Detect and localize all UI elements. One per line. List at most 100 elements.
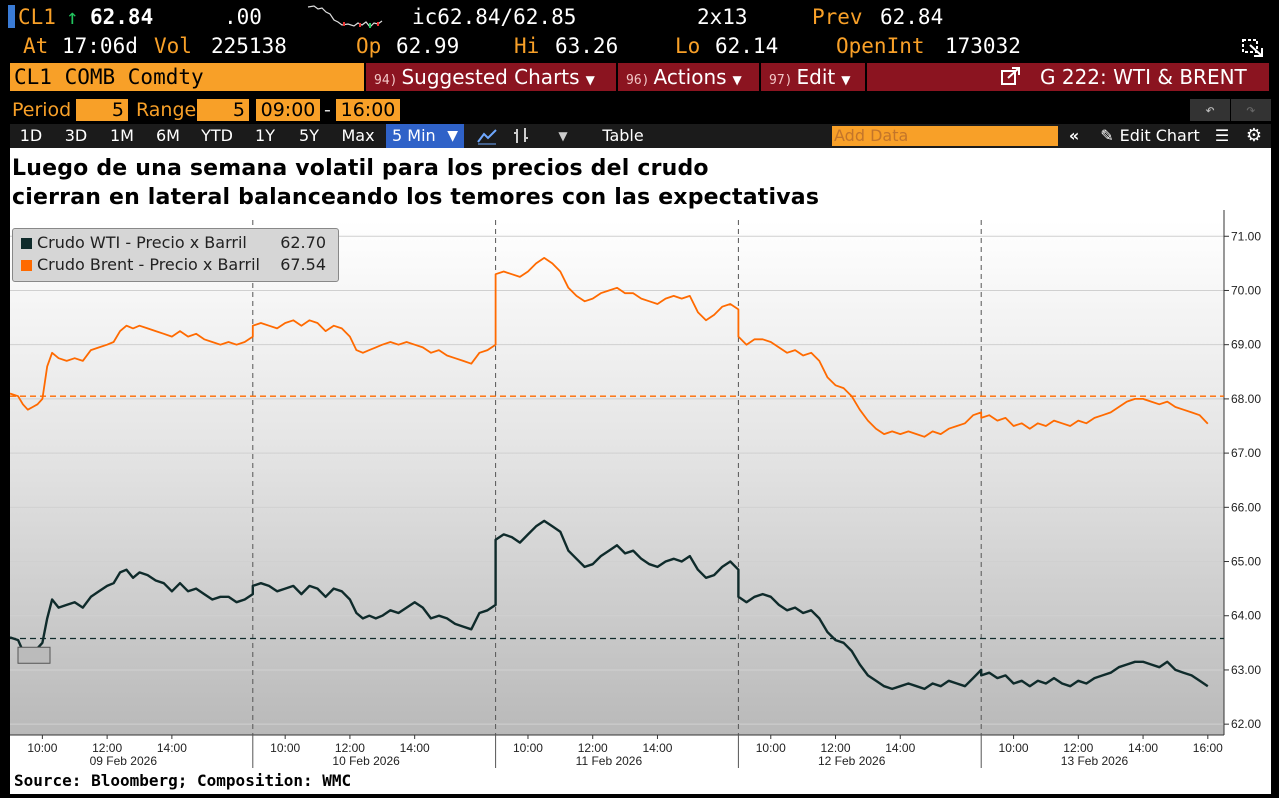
gear-icon[interactable]: ⚙	[1245, 125, 1263, 146]
end-time-field[interactable]: 16:00	[336, 99, 400, 121]
legend-label-brent: Crudo Brent - Precio x Barril	[37, 255, 260, 274]
y-tick-label: 67.00	[1231, 446, 1261, 460]
legend-swatch-wti	[21, 238, 32, 249]
zoom-marker-icon	[17, 646, 51, 664]
table-button[interactable]: Table	[602, 126, 644, 145]
chart-title-line-1: Luego de una semana volatil para los pre…	[12, 156, 709, 181]
legend-value-wti: 62.70	[280, 233, 326, 252]
x-tick-label: 10:00	[27, 741, 57, 755]
ticker[interactable]: CL1	[18, 5, 56, 29]
chevron-down-icon: ▼	[585, 73, 595, 87]
x-day-label: 10 Feb 2026	[332, 754, 400, 768]
x-tick-label: 10:00	[999, 741, 1029, 755]
chart-title: Luego de una semana volatil para los pre…	[12, 154, 819, 212]
x-tick-label: 12:00	[578, 741, 608, 755]
edit-chart-label: Edit Chart	[1119, 126, 1200, 145]
range-3d-button[interactable]: 3D	[64, 126, 88, 145]
low-value: 62.14	[715, 34, 779, 58]
x-axis-background	[10, 735, 1224, 768]
y-tick-label: 68.00	[1231, 392, 1261, 406]
legend-item-brent[interactable]: Crudo Brent - Precio x Barril 67.54	[21, 255, 332, 275]
range-1y-button[interactable]: 1Y	[255, 126, 275, 145]
chart-toolbar: 1D 3D 1M 6M YTD 1Y 5Y Max 5 Min ▼ ▼ Table…	[10, 124, 1271, 148]
prev-label: Prev	[812, 5, 863, 29]
chart-settings-icon[interactable]: ☰	[1214, 126, 1230, 145]
suggested-charts-menu[interactable]: 94) Suggested Charts ▼	[366, 63, 618, 91]
last-price: 62.84	[90, 5, 154, 29]
chevron-down-icon: ▼	[732, 73, 742, 87]
brent-series-line	[10, 257, 1209, 438]
wti-series-line	[10, 519, 1209, 691]
openint-label: OpenInt	[836, 34, 925, 58]
suggested-num: 94)	[374, 73, 398, 88]
redo-icon[interactable]: ↷	[1231, 99, 1271, 121]
range-5y-button[interactable]: 5Y	[299, 126, 319, 145]
chart-name: G 222: WTI & BRENT	[1040, 65, 1247, 89]
actions-num: 96)	[626, 73, 650, 88]
undo-icon[interactable]: ↶	[1190, 99, 1230, 121]
chart-svg: 71.00 70.00 69.00 68.00 67.00 66.00 65.00 64.00…	[10, 210, 1261, 768]
legend-label-wti: Crudo WTI - Precio x Barril	[37, 233, 247, 252]
legend-swatch-brent	[21, 260, 32, 271]
interval-dropdown[interactable]: 5 Min ▼	[386, 124, 464, 148]
double-chevron-left-icon[interactable]: «	[1068, 126, 1080, 145]
security-field[interactable]: CL1 COMB Comdty	[10, 63, 364, 91]
x-day-label: 13 Feb 2026	[1061, 754, 1129, 768]
pop-out-icon[interactable]	[1240, 36, 1268, 60]
high-label: Hi	[514, 34, 540, 58]
legend-value-brent: 67.54	[280, 255, 326, 274]
x-tick-label: 14:00	[885, 741, 915, 755]
x-tick-label: 12:00	[92, 741, 122, 755]
edit-menu[interactable]: 97) Edit ▼	[761, 63, 867, 91]
range-label: Range	[136, 99, 197, 121]
x-tick-label: 12:00	[821, 741, 851, 755]
range-field[interactable]: 5	[197, 99, 249, 121]
suggested-label: Suggested Charts	[401, 65, 580, 89]
range-6m-button[interactable]: 6M	[156, 126, 180, 145]
x-tick-label: 14:00	[400, 741, 430, 755]
bid-ask-size: 2x13	[697, 5, 748, 29]
x-tick-label: 16:00	[1193, 741, 1223, 755]
at-label: At	[23, 34, 49, 58]
period-label: Period	[12, 99, 72, 121]
y-tick-label: 66.00	[1231, 500, 1261, 514]
range-max-button[interactable]: Max	[341, 126, 375, 145]
ticker-marker	[8, 5, 15, 28]
x-tick-label: 10:00	[270, 741, 300, 755]
actions-label: Actions	[653, 65, 727, 89]
range-1d-button[interactable]: 1D	[19, 126, 43, 145]
up-arrow-icon: ↑	[66, 5, 79, 29]
y-tick-label: 65.00	[1231, 555, 1261, 569]
legend-item-wti[interactable]: Crudo WTI - Precio x Barril 62.70	[21, 233, 332, 253]
menu-bar: 94) Suggested Charts ▼ 96) Actions ▼ 97) Edit…	[366, 63, 1269, 91]
y-tick-label: 62.00	[1231, 717, 1261, 731]
line-chart-icon[interactable]	[472, 124, 502, 148]
x-tick-label: 14:00	[157, 741, 187, 755]
open-label: Op	[356, 34, 382, 58]
y-tick-label: 70.00	[1231, 283, 1261, 297]
interval-label: 5 Min	[392, 126, 436, 145]
x-day-label: 09 Feb 2026	[90, 754, 158, 768]
x-tick-label: 14:00	[642, 741, 672, 755]
chevron-down-icon[interactable]: ▼	[558, 129, 568, 143]
chevron-down-icon: ▼	[841, 73, 851, 87]
launch-icon[interactable]	[1000, 67, 1022, 87]
range-1m-button[interactable]: 1M	[110, 126, 134, 145]
bar-chart-icon[interactable]	[506, 124, 536, 148]
vol-label: Vol	[154, 34, 192, 58]
edit-chart-button[interactable]: ✎ Edit Chart	[1090, 124, 1210, 148]
x-tick-label: 10:00	[513, 741, 543, 755]
x-tick-label: 12:00	[335, 741, 365, 755]
chart-title-line-2: cierran en lateral balanceando los temor…	[12, 185, 820, 210]
openint-value: 173032	[945, 34, 1021, 58]
x-tick-label: 14:00	[1128, 741, 1158, 755]
start-time-field[interactable]: 09:00	[256, 99, 320, 121]
chevron-down-icon: ▼	[447, 128, 458, 144]
period-field[interactable]: 5	[76, 99, 128, 121]
bid-ask: ic62.84/62.85	[412, 5, 577, 29]
add-data-input[interactable]: Add Data	[832, 126, 1058, 146]
plot-background	[10, 220, 1224, 735]
chart-legend[interactable]: Crudo WTI - Precio x Barril 62.70 Crudo B…	[12, 228, 339, 282]
range-ytd-button[interactable]: YTD	[201, 126, 233, 145]
actions-menu[interactable]: 96) Actions ▼	[618, 63, 761, 91]
